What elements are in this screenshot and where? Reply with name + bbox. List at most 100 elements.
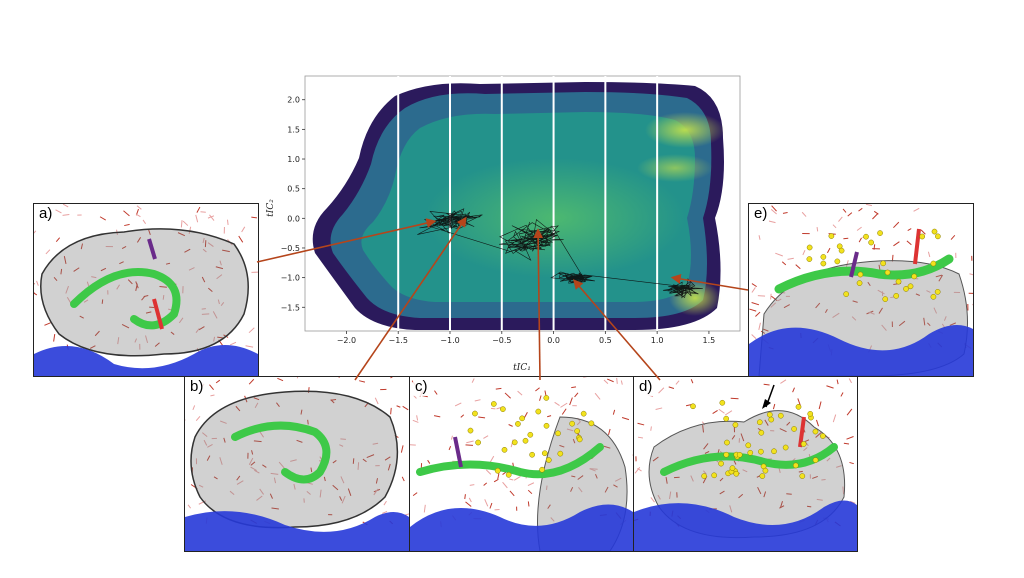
water-molecule [256,495,263,501]
water-molecule [99,216,106,221]
water-molecule [729,505,733,513]
water-molecule [390,407,392,415]
water-molecule [812,475,818,479]
water-molecule [561,408,567,415]
water-molecule [195,328,200,334]
water-molecule [795,264,801,270]
residue-purple [453,436,463,468]
x-tick-label: 1.5 [703,336,716,345]
water-molecule [777,298,782,302]
water-molecule [293,483,296,490]
water-molecule [504,392,511,399]
water-molecule [787,257,794,260]
water-molecule [202,248,207,253]
water-molecule [484,499,489,507]
water-molecule [527,489,533,495]
water-molecule [202,432,208,438]
water-molecule [66,297,72,304]
ion-sphere [723,451,730,458]
water-molecule [136,237,142,243]
water-molecule [927,322,931,327]
water-molecule [815,432,822,438]
ion-sphere [535,408,542,415]
water-molecule [79,315,84,319]
water-molecule [236,475,241,481]
water-molecule [603,445,611,449]
water-molecule [89,345,96,349]
water-molecule [347,488,352,496]
x-tick-label: −1.0 [440,336,459,345]
water-molecule [296,377,299,379]
ion-sphere [557,450,564,457]
water-molecule [867,281,871,287]
water-molecule [464,494,466,500]
water-molecule [196,206,201,213]
water-molecule [858,207,863,212]
water-molecule [198,326,205,331]
water-molecule [210,394,215,397]
water-molecule [62,204,69,208]
water-molecule [116,284,120,290]
ion-sphere [580,410,587,417]
water-molecule [650,497,655,503]
ion-sphere [732,421,739,428]
water-molecule [780,379,787,384]
ion-sphere [863,233,869,240]
water-molecule [554,401,560,406]
water-molecule [950,235,956,240]
water-molecule [478,416,486,419]
water-molecule [764,419,769,426]
water-molecule [570,486,574,492]
ion-sphere [545,457,552,463]
protein-snapshot-d [634,378,857,551]
water-molecule [836,379,839,385]
water-molecule [366,454,375,458]
ion-sphere [736,451,743,458]
ion-sphere [812,457,819,463]
ion-sphere [701,473,707,479]
water-molecule [250,466,257,472]
water-molecule [620,380,623,385]
ion-sphere [895,278,902,285]
water-molecule [471,378,475,383]
water-molecule [508,424,513,427]
water-molecule [613,484,618,488]
water-molecule [466,440,474,444]
water-molecule [806,505,812,508]
water-molecule [55,237,61,243]
water-molecule [83,299,89,303]
water-molecule [427,459,431,464]
water-molecule [523,411,528,419]
water-molecule [213,336,216,342]
water-molecule [209,214,215,221]
tic-density-plot: −2.0 −1.5 −1.0 −0.5 0.0 0.5 1.0 1.5 −1.5 −1.0 −0.… [266,75,741,373]
water-molecule [779,428,787,433]
water-molecule [637,467,642,472]
water-molecule [215,266,224,270]
water-molecule [792,387,795,393]
water-molecule [949,322,956,326]
water-molecule [898,320,906,327]
water-molecule [375,478,378,484]
water-molecule [121,246,127,250]
panel-a-label: a) [37,205,55,223]
ion-sphere [934,288,941,295]
water-molecule [733,460,737,465]
water-molecule [412,492,418,497]
panel-b-label: b) [188,378,206,396]
pointer-arrowhead [762,399,771,409]
ion-sphere [782,444,789,451]
water-molecule [675,380,680,385]
water-molecule [192,405,196,411]
water-molecule [858,237,862,243]
water-molecule [383,500,387,506]
water-molecule [53,276,58,281]
water-molecule [254,469,260,474]
water-molecule [254,402,259,409]
water-molecule [36,280,39,286]
water-molecule [832,224,837,229]
ion-spheres [690,399,826,479]
water-molecule [423,504,426,513]
ion-sphere [935,233,941,240]
water-molecule [943,316,947,321]
